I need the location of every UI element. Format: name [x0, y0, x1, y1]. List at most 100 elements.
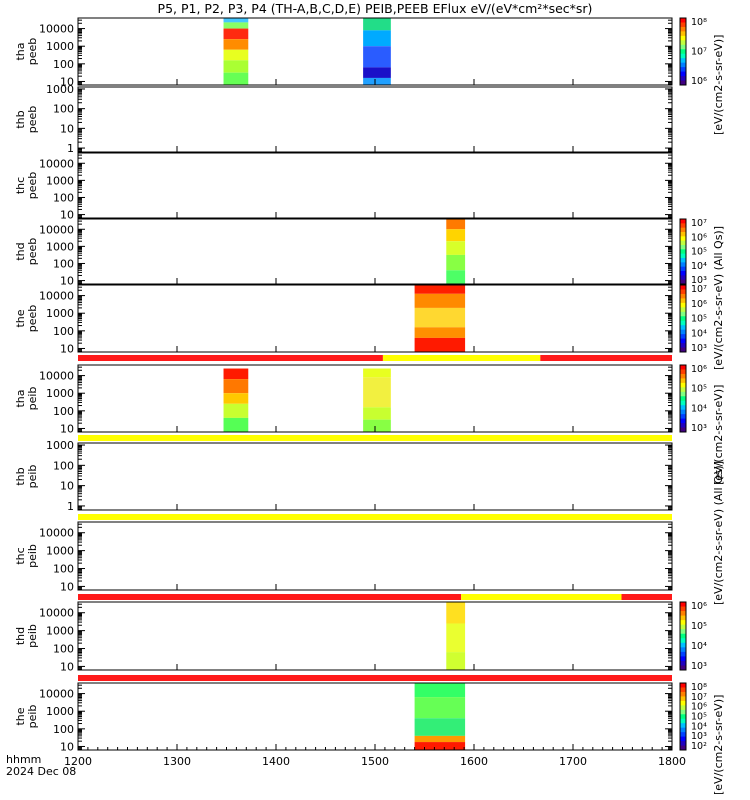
colorbar-swatch [680, 705, 686, 711]
heatmap-cell [446, 241, 466, 255]
y-tick-label: 10 [60, 275, 74, 288]
colorbar-swatch [680, 236, 686, 242]
colorbar-swatch [680, 279, 686, 285]
y-ticks [78, 444, 672, 510]
colorbar-swatch [680, 423, 686, 429]
panel-thd-peeb: 10000 1000 100 10 thd peeb [14, 218, 673, 288]
heatmap-cell [446, 652, 466, 670]
panel-tha-peeb: 10000 1000 100 10 tha peeb [14, 17, 673, 88]
colorbar-swatch [680, 271, 686, 276]
heatmap-cell [363, 377, 391, 408]
colorbar-swatch [680, 647, 686, 653]
colorbar-units-label-thc-peib: [eV/(cm2-s-sr-eV) (All Qs)] [712, 461, 725, 605]
colorbar-swatch [680, 35, 686, 41]
status-segment [621, 594, 672, 600]
y-tick-label: 1000 [46, 439, 74, 452]
panel-label: thd [14, 242, 27, 260]
y-ticks [78, 523, 672, 590]
colorbar-swatch [680, 223, 686, 229]
status-segment [540, 355, 672, 361]
colorbar-the_peeb: 10⁷ 10⁶ 10⁵ 10⁴ 10³ [679, 284, 707, 354]
colorbar-tick-label: 10⁷ [691, 218, 707, 229]
colorbar-tick-label: 10³ [691, 343, 707, 354]
panel-label: the [14, 707, 27, 725]
status-segment [78, 435, 672, 441]
heatmap-cell [446, 254, 466, 271]
y-ticks [78, 154, 672, 218]
heatmap-cell [223, 22, 249, 29]
heatmap-cell [414, 337, 466, 352]
x-tick-label: 1800 [658, 755, 686, 768]
colorbar-tick-label: 10⁷ [691, 284, 707, 295]
panel-label: thd [14, 627, 27, 645]
y-ticks [78, 19, 672, 85]
heatmap-cell [223, 393, 249, 404]
colorbars-group: 10⁸10⁷10⁶10⁷10⁶10⁵10⁴10³10⁷10⁶10⁵10⁴10³1… [679, 17, 707, 752]
colorbar-swatch [680, 18, 686, 23]
panel-label: tha [14, 42, 27, 60]
heatmap-cell [223, 18, 249, 23]
colorbar-frame [679, 284, 687, 353]
heatmap-cell [363, 368, 391, 378]
panel-label: tha [14, 389, 27, 407]
colorbar-tick-label: 10³ [691, 275, 707, 286]
colorbar-tick-label: 10⁴ [691, 403, 707, 414]
colorbar-swatch [680, 400, 686, 406]
colorbar-swatch [680, 629, 686, 635]
panel-label: peib [26, 544, 39, 568]
y-tick-label: 1000 [46, 174, 74, 187]
x-tick-label: 1700 [559, 755, 587, 768]
colorbar-swatch [680, 22, 686, 28]
colorbar-swatch [680, 727, 686, 733]
colorbar-swatch [680, 714, 686, 720]
colorbar-swatch [680, 311, 686, 317]
panel-frame [77, 86, 673, 153]
colorbar-tick-label: 10³ [691, 731, 707, 742]
y-tick-label: 10000 [39, 527, 74, 540]
chart-title: P5, P1, P2, P3, P4 (TH-A,B,C,D,E) PEIB,P… [158, 1, 593, 16]
colorbar-tick-label: 10³ [691, 661, 707, 672]
colorbar-swatch [680, 302, 686, 308]
x-tick-label: 1400 [262, 755, 290, 768]
colorbar-swatch [680, 285, 686, 290]
heatmap-cell [223, 403, 249, 418]
panel-label: the [14, 309, 27, 327]
colorbar-tick-label: 10⁵ [691, 247, 707, 258]
panel-label: thb [14, 110, 27, 128]
colorbar-swatch [680, 232, 686, 237]
y-tick-label: 100 [53, 643, 74, 656]
colorbar-swatch [680, 227, 686, 233]
colorbar-swatch [680, 396, 686, 402]
x-tick-label: 1300 [163, 755, 191, 768]
colorbar-swatch [680, 638, 686, 644]
colorbar-swatch [680, 343, 686, 349]
y-ticks [78, 286, 672, 352]
y-tick-label: 1 [67, 142, 74, 155]
x-tick-label: 1200 [64, 755, 92, 768]
colorbar-swatch [680, 736, 686, 742]
y-tick-label: 10 [60, 660, 74, 673]
heatmap-cell [446, 270, 466, 284]
colorbar-swatch [680, 387, 686, 393]
colorbar-units-label-peeb: [eV/(cm2-s-sr-eV) (All Qs)] [712, 226, 725, 370]
panel-thb-peib: 1000 100 10 1 thb peib [14, 439, 673, 513]
colorbar-swatch [680, 258, 686, 263]
status-segment [382, 355, 541, 361]
colorbar-thd_peib: 10⁶ 10⁵ 10⁴ 10³ [679, 601, 707, 672]
status-bar [78, 355, 672, 361]
panel-label: peeb [26, 38, 39, 66]
y-tick-label: 10 [60, 342, 74, 355]
panel-tha-peib: 10000 1000 100 10 tha peib [14, 364, 673, 435]
y-tick-label: 10000 [39, 223, 74, 236]
colorbar-swatch [680, 718, 686, 724]
colorbar-thd_peeb: 10⁷ 10⁶ 10⁵ 10⁴ 10³ [679, 218, 707, 286]
colorbar-swatch [680, 741, 686, 747]
colorbar-tick-label: 10⁷ [691, 47, 707, 58]
colorbar-units-label-bottom: [eV/(cm2-s-sr-eV)] [712, 695, 725, 795]
panel-label: thc [14, 547, 27, 564]
heatmap-cell [223, 379, 249, 394]
panel-label: peib [26, 387, 39, 411]
colorbar-tick-label: 10⁵ [691, 621, 707, 632]
y-tick-label: 10 [60, 209, 74, 222]
